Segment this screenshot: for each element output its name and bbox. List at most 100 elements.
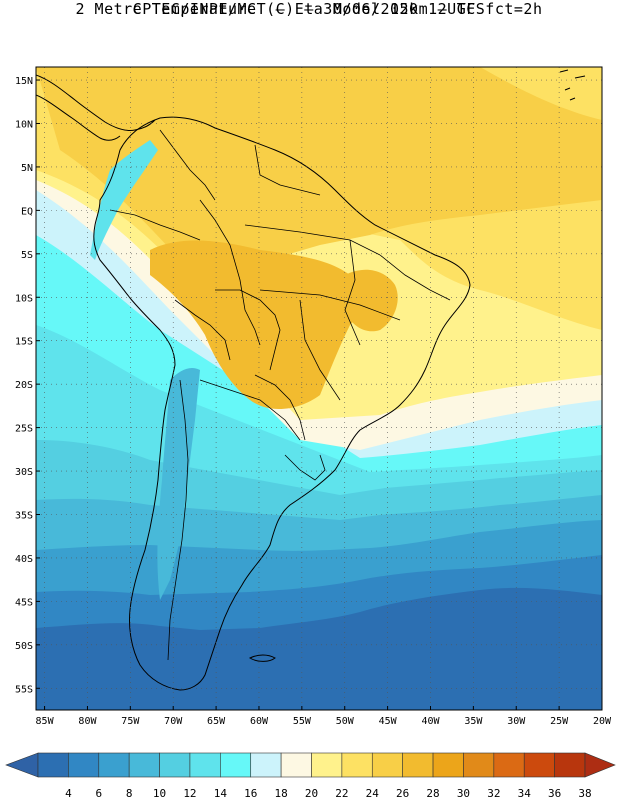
colorbar-swatch xyxy=(463,752,495,778)
south-america-coastline xyxy=(93,116,471,691)
colorbar-swatch xyxy=(280,752,312,778)
colorbar-label: 22 xyxy=(335,787,348,800)
border-brazil-states-5 xyxy=(379,254,451,301)
colorbar-arrow-high xyxy=(584,752,616,778)
colorbar-label: 38 xyxy=(578,787,591,800)
border-bolivia-brazil xyxy=(215,289,281,371)
field-28c xyxy=(36,67,602,280)
colorbar-label: 18 xyxy=(274,787,287,800)
colorbar-swatch xyxy=(402,752,434,778)
field-30c-amazon xyxy=(150,240,362,410)
border-peru-bolivia xyxy=(174,299,231,361)
colorbar-swatches xyxy=(5,752,616,778)
colorbar-labels: 4 6 8 10 12 14 16 18 20 22 24 26 28 30 32 34 36 38 xyxy=(65,787,592,800)
lat-tick-label: 5S xyxy=(21,250,33,261)
colorbar-label: 12 xyxy=(183,787,196,800)
colorbar-swatch xyxy=(341,752,373,778)
colorbar-swatch xyxy=(250,752,282,778)
colorbar-swatch xyxy=(493,752,525,778)
border-argentina-north xyxy=(199,379,301,441)
country-borders xyxy=(109,129,451,661)
border-colombia-peru xyxy=(109,209,201,241)
colorbar-label: 30 xyxy=(457,787,470,800)
caribbean-islands xyxy=(559,69,586,101)
lon-tick-label: 25W xyxy=(550,716,569,727)
lon-tick-label: 55W xyxy=(293,716,312,727)
falklands-coastline xyxy=(248,654,276,662)
lon-tick-label: 80W xyxy=(78,716,97,727)
colorbar-swatch xyxy=(432,752,464,778)
colorbar-label: 32 xyxy=(487,787,500,800)
central-america-coastline-south xyxy=(36,94,121,141)
lon-tick-label: 60W xyxy=(250,716,269,727)
lat-tick-label: 35S xyxy=(15,510,33,521)
chart-title-line2: 2 Metre Temperature (C) – 30/06/2020 12U… xyxy=(75,0,543,18)
lon-tick-label: 65W xyxy=(207,716,226,727)
colorbar-label: 24 xyxy=(366,787,380,800)
lat-tick-label: 20S xyxy=(15,380,33,391)
longitude-labels: 85W 80W 75W 70W 65W 60W 55W 50W 45W 40W 35W 30W 25W 2… xyxy=(36,706,612,727)
border-uruguay xyxy=(284,454,326,481)
field-andes-cold-south xyxy=(157,368,200,600)
lat-tick-label: 5N xyxy=(21,163,33,174)
colorbar-label: 6 xyxy=(95,787,102,800)
colorbar-label: 8 xyxy=(126,787,133,800)
colorbar-swatch xyxy=(68,752,100,778)
border-guianas xyxy=(254,144,321,196)
temperature-field xyxy=(36,67,602,710)
border-brazil-west xyxy=(199,199,261,346)
lat-tick-label: 55S xyxy=(15,684,33,695)
colorbar-swatch xyxy=(98,752,130,778)
border-paraguay xyxy=(254,374,306,441)
border-colombia-venezuela xyxy=(159,129,216,201)
lat-tick-label: 15N xyxy=(15,76,33,87)
lon-tick-label: 30W xyxy=(507,716,526,727)
chart-title-line1: CPTEC/INPE/MCT – Eta Model 15km – GFS xyxy=(132,0,486,18)
border-brazil-states-3 xyxy=(299,299,341,401)
lat-tick-label: 40S xyxy=(15,554,33,565)
lat-tick-label: 25S xyxy=(15,424,33,435)
central-america-coastline xyxy=(36,74,156,131)
lon-tick-label: 40W xyxy=(421,716,440,727)
lat-tick-label: EQ xyxy=(21,206,33,217)
colorbar-label: 14 xyxy=(214,787,228,800)
border-brazil-states-1 xyxy=(244,224,381,256)
lat-tick-label: 30S xyxy=(15,467,33,478)
colorbar-label: 36 xyxy=(548,787,561,800)
colorbar-swatch xyxy=(159,752,191,778)
border-brazil-states-4 xyxy=(344,239,361,346)
lon-tick-label: 70W xyxy=(164,716,183,727)
lon-tick-label: 20W xyxy=(593,716,612,727)
lat-tick-label: 50S xyxy=(15,641,33,652)
colorbar-swatch xyxy=(311,752,343,778)
colorbar-swatch xyxy=(128,752,160,778)
map-frame xyxy=(35,66,603,711)
colorbar-label: 28 xyxy=(426,787,439,800)
colorbar-label: 26 xyxy=(396,787,409,800)
colorbar-swatch xyxy=(523,752,555,778)
colorbar-label: 10 xyxy=(153,787,166,800)
lon-tick-label: 75W xyxy=(121,716,140,727)
colorbar-label: 4 xyxy=(65,787,72,800)
graticule xyxy=(36,67,602,710)
colorbar-label: 20 xyxy=(305,787,318,800)
colorbar-arrow-low xyxy=(5,752,39,778)
lat-tick-label: 45S xyxy=(15,597,33,608)
colorbar-swatch xyxy=(189,752,221,778)
colorbar-swatch xyxy=(220,752,252,778)
field-30c-ne xyxy=(345,269,398,332)
border-brazil-states-2 xyxy=(259,289,401,321)
field-andes-cold xyxy=(90,140,158,260)
colorbar-swatch xyxy=(37,752,69,778)
colorbar-label: 34 xyxy=(518,787,532,800)
lat-tick-label: 15S xyxy=(15,337,33,348)
lat-tick-label: 10N xyxy=(15,119,33,130)
lon-tick-label: 35W xyxy=(464,716,483,727)
colorbar-swatch xyxy=(371,752,403,778)
border-argentina-chile xyxy=(167,379,189,661)
colorbar-swatch xyxy=(554,752,586,778)
lat-tick-label: 10S xyxy=(15,293,33,304)
lon-tick-label: 50W xyxy=(336,716,355,727)
